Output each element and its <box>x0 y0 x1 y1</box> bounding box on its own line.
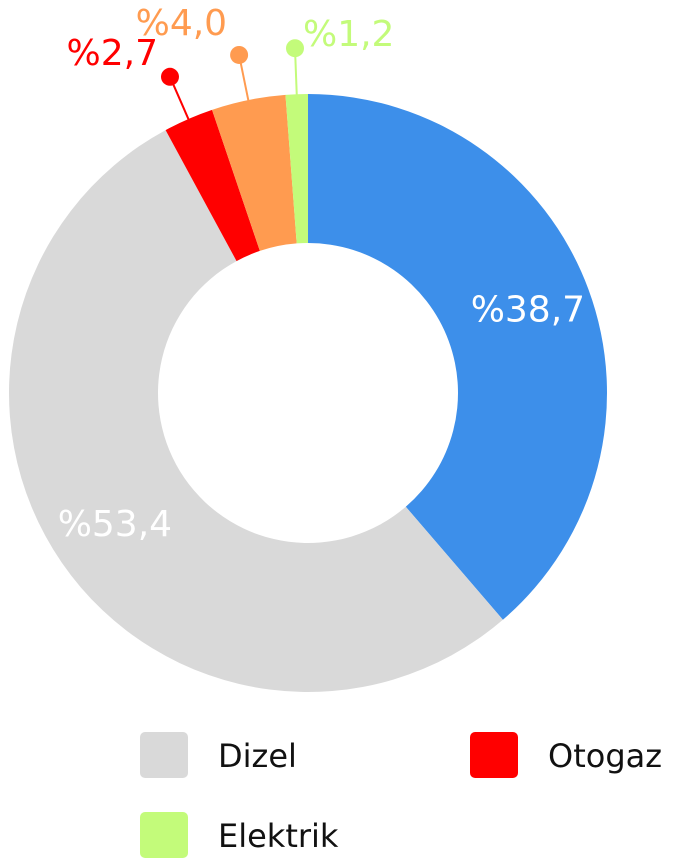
data-label: %38,7 <box>471 289 585 330</box>
slice <box>285 94 308 244</box>
slice <box>308 94 608 620</box>
data-label: %2,7 <box>67 33 158 74</box>
leader-dot <box>160 67 179 86</box>
leader-dot <box>230 45 249 64</box>
slice <box>8 130 503 693</box>
data-label: %4,0 <box>136 3 227 44</box>
legend-label: Elektrik <box>218 817 339 855</box>
leader-dot <box>285 39 304 58</box>
legend-swatch <box>140 732 188 778</box>
slice <box>212 94 297 251</box>
legend-label: Otogaz <box>548 737 662 775</box>
slice <box>165 109 260 262</box>
legend-swatch <box>140 812 188 858</box>
legend-swatch <box>470 732 518 778</box>
legend-label: Dizel <box>218 737 297 775</box>
data-label: %1,2 <box>303 14 394 55</box>
data-label: %53,4 <box>58 504 172 545</box>
